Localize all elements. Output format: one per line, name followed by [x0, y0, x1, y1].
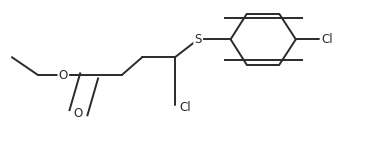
Text: O: O: [59, 69, 68, 81]
Text: Cl: Cl: [321, 33, 333, 46]
Text: S: S: [194, 33, 202, 46]
Text: Cl: Cl: [180, 101, 191, 114]
Text: O: O: [74, 107, 83, 120]
